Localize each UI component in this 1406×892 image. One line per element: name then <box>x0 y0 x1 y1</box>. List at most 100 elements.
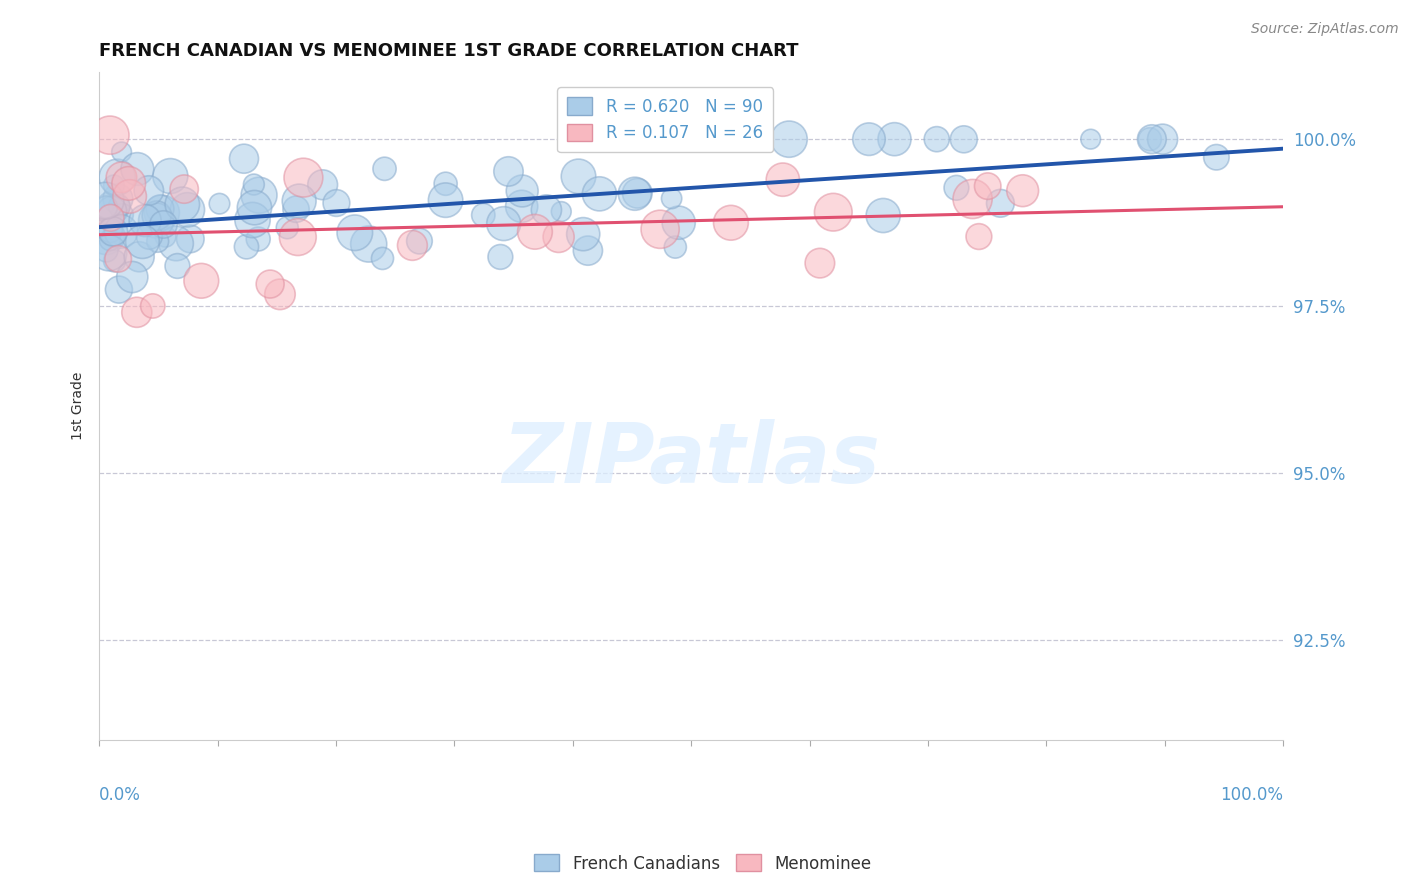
Point <box>111 208 134 222</box>
Point <box>523 225 546 239</box>
Point <box>1139 132 1161 146</box>
Point <box>1152 132 1174 146</box>
Point <box>138 184 160 198</box>
Point <box>107 252 129 266</box>
Point <box>650 222 672 236</box>
Point <box>118 177 141 191</box>
Point <box>98 223 121 237</box>
Point <box>110 170 132 185</box>
Point <box>311 178 333 192</box>
Point <box>472 208 495 222</box>
Point <box>127 161 149 176</box>
Point <box>925 132 948 146</box>
Point <box>134 213 156 227</box>
Point <box>945 181 967 195</box>
Point <box>179 232 201 246</box>
Point <box>967 229 990 244</box>
Point <box>243 178 266 192</box>
Point <box>110 145 132 159</box>
Point <box>172 197 194 211</box>
Legend: R = 0.620   N = 90, R = 0.107   N = 26: R = 0.620 N = 90, R = 0.107 N = 26 <box>557 87 773 153</box>
Point <box>1011 184 1033 198</box>
Y-axis label: 1st Grade: 1st Grade <box>72 372 86 441</box>
Point <box>588 186 610 201</box>
Point <box>808 256 831 270</box>
Point <box>953 132 976 146</box>
Text: FRENCH CANADIAN VS MENOMINEE 1ST GRADE CORRELATION CHART: FRENCH CANADIAN VS MENOMINEE 1ST GRADE C… <box>100 42 799 60</box>
Text: 0.0%: 0.0% <box>100 786 141 804</box>
Point <box>173 182 195 196</box>
Point <box>510 184 533 198</box>
Point <box>98 233 121 247</box>
Point <box>101 225 124 239</box>
Point <box>152 218 174 232</box>
Legend: French Canadians, Menominee: French Canadians, Menominee <box>527 847 879 880</box>
Point <box>276 220 298 235</box>
Point <box>626 186 648 201</box>
Point <box>576 244 599 258</box>
Point <box>145 213 167 227</box>
Point <box>96 229 118 244</box>
Point <box>1080 132 1102 146</box>
Point <box>668 216 690 230</box>
Text: 100.0%: 100.0% <box>1220 786 1284 804</box>
Point <box>242 213 264 227</box>
Point <box>155 229 177 244</box>
Point <box>96 244 118 258</box>
Point <box>235 240 257 254</box>
Text: ZIPatlas: ZIPatlas <box>502 419 880 500</box>
Point <box>772 172 794 186</box>
Point <box>103 178 125 193</box>
Point <box>434 193 457 207</box>
Point <box>118 189 141 203</box>
Point <box>108 283 131 297</box>
Point <box>778 132 800 146</box>
Point <box>720 216 742 230</box>
Point <box>165 236 187 251</box>
Point <box>357 237 380 252</box>
Point <box>176 202 198 217</box>
Point <box>128 250 150 264</box>
Point <box>492 217 515 231</box>
Point <box>510 199 533 213</box>
Point <box>100 211 122 225</box>
Point <box>287 230 309 244</box>
Point <box>371 252 394 266</box>
Point <box>142 299 165 313</box>
Point <box>125 305 148 319</box>
Point <box>103 229 125 244</box>
Point <box>94 194 117 208</box>
Point <box>131 235 153 249</box>
Point <box>434 177 457 191</box>
Point <box>159 169 181 183</box>
Point <box>233 152 256 166</box>
Point <box>138 229 160 244</box>
Point <box>190 274 212 288</box>
Point <box>572 227 595 242</box>
Point <box>150 205 173 219</box>
Point <box>858 132 880 146</box>
Point <box>624 186 647 201</box>
Point <box>145 209 167 223</box>
Point <box>269 287 291 301</box>
Point <box>108 199 131 213</box>
Point <box>343 226 366 240</box>
Point <box>536 202 558 217</box>
Point <box>990 196 1012 211</box>
Text: Source: ZipAtlas.com: Source: ZipAtlas.com <box>1251 22 1399 37</box>
Point <box>97 246 120 260</box>
Point <box>1140 132 1163 146</box>
Point <box>550 204 572 219</box>
Point <box>547 230 569 244</box>
Point <box>292 170 315 185</box>
Point <box>208 196 231 211</box>
Point <box>325 196 347 211</box>
Point <box>146 235 169 249</box>
Point <box>872 209 894 223</box>
Point <box>288 194 311 208</box>
Point <box>149 202 172 216</box>
Point <box>101 200 124 214</box>
Point <box>962 192 984 206</box>
Point <box>1205 150 1227 164</box>
Point <box>285 202 308 217</box>
